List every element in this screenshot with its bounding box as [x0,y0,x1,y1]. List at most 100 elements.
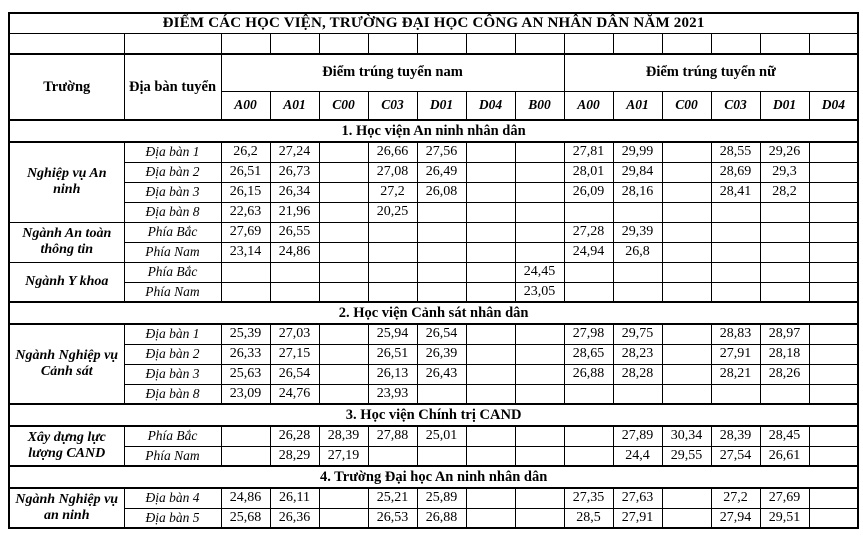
section-row: 2. Học viện Cảnh sát nhân dân [8,301,859,325]
score-cell [465,425,516,447]
score-cell: 26,28 [269,425,320,447]
score-cell: 26,55 [269,221,320,243]
score-cell: 26,61 [759,445,810,467]
score-cell: 27,2 [710,487,761,509]
table-row: Ngành An toàn thông tin Phía Bắc 27,69 26,5… [8,221,859,263]
table-title: ĐIỂM CÁC HỌC VIỆN, TRƯỜNG ĐẠI HỌC CÔNG A… [8,12,859,34]
score-cell [465,161,516,183]
subject-header: D04 [465,90,516,121]
score-cell [661,323,712,345]
score-cell: 26,51 [220,161,271,183]
score-cell [808,261,859,283]
col-group-male: Điểm trúng tuyển nam [220,53,565,92]
table-row: Ngành Y khoa Phía Bắc 24,45 [8,261,859,303]
score-cell: 26,66 [367,141,418,163]
score-cell [318,141,369,163]
score-cell [465,487,516,509]
score-cell: 27,19 [318,445,369,467]
score-cell: 27,54 [710,445,761,467]
score-cell [514,487,565,509]
area-cell: Địa bàn 3 [123,181,222,203]
score-cell: 28,55 [710,141,761,163]
score-cell: 28,41 [710,181,761,203]
score-cell [808,221,859,243]
score-cell: 25,63 [220,363,271,385]
score-cell [808,343,859,365]
score-cell [759,241,810,263]
score-cell: 25,01 [416,425,467,447]
score-cell [514,383,565,405]
empty-cell [612,32,663,55]
score-cell [514,343,565,365]
school-cell: Ngành Nghiệp vụ Cảnh sát [8,323,125,405]
title-row: ĐIỂM CÁC HỌC VIỆN, TRƯỜNG ĐẠI HỌC CÔNG A… [8,12,859,34]
col-group-female: Điểm trúng tuyển nữ [563,53,859,92]
empty-cell [465,32,516,55]
score-cell [808,201,859,223]
score-cell [318,241,369,263]
score-cell [808,161,859,183]
area-cell: Địa bàn 1 [123,323,222,345]
score-cell [661,201,712,223]
empty-row [8,32,859,55]
score-cell: 26,2 [220,141,271,163]
header-row-subjects: A00 A01 C00 C03 D01 D04 B00 A00 A01 C00 C03 D01 D04 [9,90,859,121]
score-cell: 28,39 [710,425,761,447]
section-heading: 3. Học viện Chính trị CAND [8,403,859,427]
score-cell [318,201,369,223]
score-cell [563,445,614,467]
table-row: Địa bàn 3 26,15 26,34 27,2 26,08 26,09 28,16 28… [9,181,859,203]
score-cell: 26,54 [416,323,467,345]
score-cell [661,161,712,183]
score-cell [563,383,614,405]
score-cell [465,507,516,529]
school-cell: Xây dựng lực lượng CAND [8,425,125,467]
score-cell [808,383,859,405]
area-cell: Phía Bắc [123,425,222,447]
score-cell [514,201,565,223]
score-cell: 26,73 [269,161,320,183]
section-row: 1. Học viện An ninh nhân dân [8,119,859,143]
col-header-school: Trường [8,53,125,121]
score-cell [416,281,467,303]
score-cell [465,363,516,385]
table-row: Địa bàn 2 26,51 26,73 27,08 26,49 28,01 29,84 2… [9,161,859,183]
score-cell: 26,09 [563,181,614,203]
score-cell [318,281,369,303]
school-cell: Ngành Y khoa [8,261,125,303]
score-cell [661,487,712,509]
score-cell: 26,88 [416,507,467,529]
score-cell: 28,2 [759,181,810,203]
score-cell [465,181,516,203]
area-cell: Phía Bắc [123,261,222,283]
score-cell [465,241,516,263]
empty-cell [318,32,369,55]
score-cell: 27,94 [710,507,761,529]
score-cell [514,221,565,243]
score-cell: 28,21 [710,363,761,385]
score-cell: 26,54 [269,363,320,385]
score-cell: 29,39 [612,221,663,243]
score-cell: 21,96 [269,201,320,223]
score-cell: 26,36 [269,507,320,529]
area-cell: Phía Nam [123,281,222,303]
score-cell [661,363,712,385]
score-cell [612,281,663,303]
subject-header: B00 [514,90,565,121]
score-cell [318,323,369,345]
score-cell [367,241,418,263]
score-cell: 29,99 [612,141,663,163]
score-cell [759,383,810,405]
score-cell [759,221,810,243]
subject-header: A01 [269,90,320,121]
score-cell [220,425,271,447]
score-cell: 29,51 [759,507,810,529]
section-row: 3. Học viện Chính trị CAND [8,403,859,427]
area-cell: Địa bàn 3 [123,363,222,385]
score-cell: 24,45 [514,261,565,283]
score-cell [318,383,369,405]
score-cell: 27,08 [367,161,418,183]
score-cell [416,261,467,283]
section-row: 4. Trường Đại học An ninh nhân dân [8,465,859,489]
table-row: Ngành Nghiệp vụ an ninh Địa bàn 4 24,86 26,… [8,487,859,529]
